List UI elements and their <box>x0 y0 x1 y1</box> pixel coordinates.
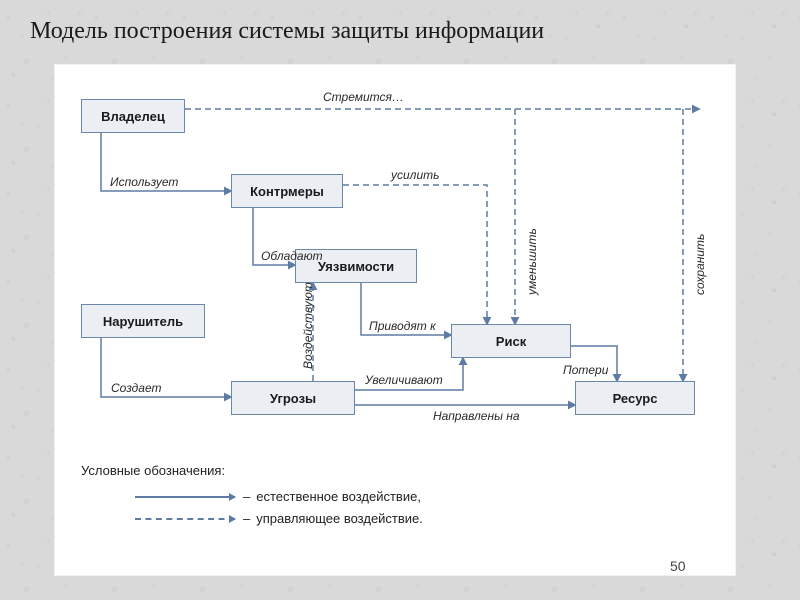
edge-label-0: Использует <box>110 175 178 189</box>
node-risk: Риск <box>451 324 571 358</box>
legend-dash: – <box>243 489 250 504</box>
legend-title: Условные обозначения: <box>81 463 225 478</box>
edge-label-9: Увеличивают <box>365 373 443 387</box>
edge-label-3: сохранить <box>693 234 707 295</box>
node-owner: Владелец <box>81 99 185 133</box>
page-number: 50 <box>670 558 686 574</box>
node-threats: Угрозы <box>231 381 355 415</box>
node-intruder: Нарушитель <box>81 304 205 338</box>
edge-label-11: Направлены на <box>433 409 520 423</box>
legend-row-control: – управляющее воздействие. <box>135 511 423 526</box>
legend-line-solid <box>135 496 235 498</box>
diagram-canvas: Владелец Контрмеры Уязвимости Нарушитель… <box>54 64 736 576</box>
page-title: Модель построения системы защиты информа… <box>30 18 770 45</box>
legend-label-0: естественное воздействие, <box>256 489 421 504</box>
legend-arrowhead-icon <box>229 515 236 523</box>
edge-label-1: Стремится… <box>323 90 404 104</box>
edge-label-7: Создает <box>111 381 162 395</box>
legend-label-1: управляющее воздействие. <box>256 511 423 526</box>
node-counter: Контрмеры <box>231 174 343 208</box>
edge-label-6: Приводят к <box>369 319 436 333</box>
edge-label-8: Воздействуют <box>301 282 315 369</box>
legend-row-natural: – естественное воздействие, <box>135 489 421 504</box>
legend-arrowhead-icon <box>229 493 236 501</box>
legend-dash-2: – <box>243 511 250 526</box>
edge-label-5: Обладают <box>261 249 323 263</box>
edge-label-2: уменьшить <box>525 228 539 295</box>
page: Модель построения системы защиты информа… <box>0 0 800 600</box>
node-resource: Ресурс <box>575 381 695 415</box>
edge-label-10: Потери <box>563 363 608 377</box>
edge-label-4: усилить <box>391 168 439 182</box>
legend-line-dashed <box>135 518 235 520</box>
